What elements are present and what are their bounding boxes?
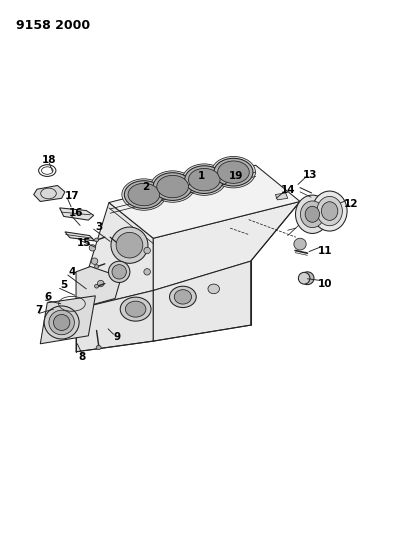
Text: 4: 4 xyxy=(68,267,76,277)
Ellipse shape xyxy=(312,191,347,231)
Text: 16: 16 xyxy=(69,208,83,218)
Ellipse shape xyxy=(95,265,99,269)
Ellipse shape xyxy=(120,297,151,321)
Ellipse shape xyxy=(44,306,79,339)
Ellipse shape xyxy=(96,345,101,350)
Ellipse shape xyxy=(301,272,314,285)
Ellipse shape xyxy=(153,173,192,200)
Ellipse shape xyxy=(128,183,159,206)
Text: 18: 18 xyxy=(42,155,57,165)
Ellipse shape xyxy=(116,232,143,258)
Polygon shape xyxy=(40,296,95,344)
Ellipse shape xyxy=(298,272,310,284)
Polygon shape xyxy=(76,266,121,309)
Ellipse shape xyxy=(97,280,104,287)
Ellipse shape xyxy=(109,261,130,282)
Ellipse shape xyxy=(125,301,146,317)
Ellipse shape xyxy=(49,310,74,335)
Text: 12: 12 xyxy=(344,199,359,208)
Text: 14: 14 xyxy=(280,185,295,195)
Ellipse shape xyxy=(321,201,338,221)
Ellipse shape xyxy=(124,181,164,208)
Ellipse shape xyxy=(95,285,99,288)
Text: 17: 17 xyxy=(65,191,79,200)
Ellipse shape xyxy=(214,158,253,186)
Text: 15: 15 xyxy=(77,238,92,247)
Polygon shape xyxy=(65,232,95,241)
Ellipse shape xyxy=(300,201,324,228)
Ellipse shape xyxy=(150,171,194,203)
Ellipse shape xyxy=(218,161,249,183)
Polygon shape xyxy=(153,261,251,341)
Text: 9158 2000: 9158 2000 xyxy=(16,19,90,31)
Text: 7: 7 xyxy=(35,305,43,315)
Ellipse shape xyxy=(53,314,70,330)
Ellipse shape xyxy=(182,164,226,195)
Ellipse shape xyxy=(122,179,166,211)
Ellipse shape xyxy=(169,286,196,308)
Ellipse shape xyxy=(157,175,188,198)
Polygon shape xyxy=(34,185,65,201)
Text: 10: 10 xyxy=(317,279,332,288)
Text: 8: 8 xyxy=(79,352,86,362)
Ellipse shape xyxy=(112,265,127,279)
Polygon shape xyxy=(109,165,300,238)
Text: 19: 19 xyxy=(229,171,243,181)
Polygon shape xyxy=(60,208,94,220)
Text: 11: 11 xyxy=(317,246,332,255)
Ellipse shape xyxy=(144,269,150,275)
Polygon shape xyxy=(76,290,153,352)
Text: 5: 5 xyxy=(60,280,67,290)
Ellipse shape xyxy=(211,157,255,188)
Ellipse shape xyxy=(174,290,192,304)
Ellipse shape xyxy=(111,227,148,263)
Ellipse shape xyxy=(294,238,306,250)
Ellipse shape xyxy=(188,168,220,191)
Ellipse shape xyxy=(89,245,96,251)
Ellipse shape xyxy=(208,284,219,294)
Text: 1: 1 xyxy=(198,171,205,181)
Polygon shape xyxy=(153,201,300,290)
Text: 13: 13 xyxy=(303,170,318,180)
Polygon shape xyxy=(275,193,288,200)
Ellipse shape xyxy=(95,238,99,241)
Text: 3: 3 xyxy=(95,222,102,231)
Text: 2: 2 xyxy=(142,182,150,191)
Text: 9: 9 xyxy=(113,332,121,342)
Text: 6: 6 xyxy=(45,292,52,302)
Ellipse shape xyxy=(91,258,98,264)
Ellipse shape xyxy=(296,195,329,233)
Ellipse shape xyxy=(317,196,342,226)
Ellipse shape xyxy=(305,206,320,222)
Ellipse shape xyxy=(144,247,150,254)
Ellipse shape xyxy=(185,166,224,193)
Polygon shape xyxy=(76,203,153,309)
